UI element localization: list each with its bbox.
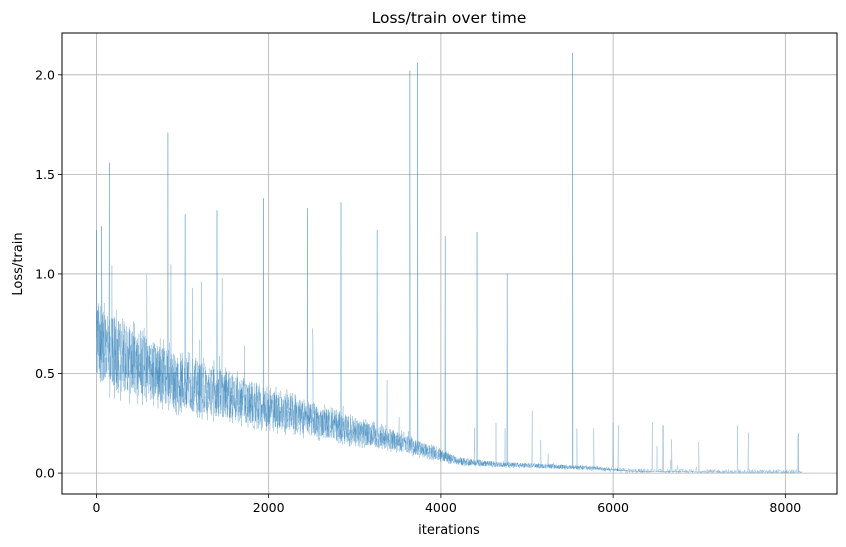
chart-title: Loss/train over time [372,9,527,27]
axes-frame [61,32,838,495]
y-tick-label: 1.0 [35,266,55,281]
x-axis-label: iterations [418,523,480,538]
plot-area [96,52,802,474]
y-tick-label: 0.5 [35,366,55,381]
y-tick-label: 2.0 [35,67,55,82]
series-loss-train [96,52,802,474]
x-tick-label: 6000 [597,500,629,515]
y-tick-label: 0.0 [35,466,55,481]
grid-lines [62,33,837,494]
loss-train-core [96,303,802,473]
x-tick-label: 2000 [253,500,285,515]
x-tick-label: 0 [92,500,100,515]
x-axis-ticks: 0 2000 4000 6000 8000 [92,494,801,515]
y-axis-ticks: 0.0 0.5 1.0 1.5 2.0 [35,67,62,481]
y-tick-label: 1.5 [35,167,55,182]
y-axis-label: Loss/train [11,232,26,295]
x-tick-label: 8000 [769,500,801,515]
x-tick-label: 4000 [425,500,457,515]
